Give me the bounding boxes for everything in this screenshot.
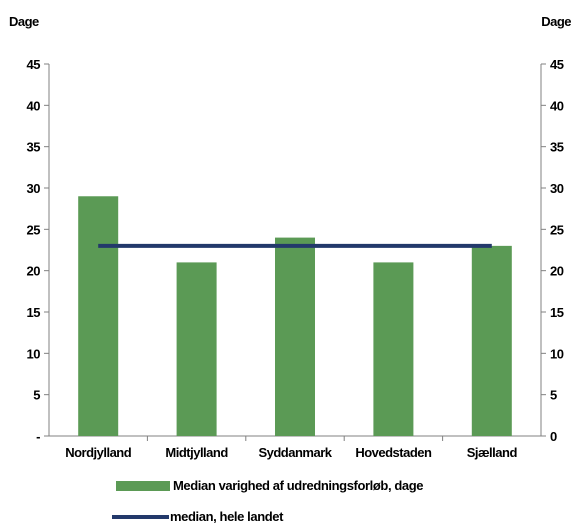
right-y-tick-label: 25 (550, 222, 564, 237)
left-axis-unit-label: Dage (9, 14, 39, 29)
right-y-tick-label: 5 (550, 388, 557, 403)
right-y-tick-label: 15 (550, 305, 564, 320)
bar (471, 245, 512, 436)
left-y-tick-label: 30 (27, 181, 41, 196)
right-y-tick-label: 40 (550, 98, 564, 113)
x-tick-label: Syddanmark (258, 445, 332, 460)
right-axis-unit-label: Dage (541, 14, 571, 29)
left-y-tick-label: - (36, 429, 40, 444)
legend-line-swatch (112, 514, 169, 519)
legend-item-line: median, hele landet (112, 509, 283, 524)
legend-label-bars: Median varighed af udredningsforløb, dag… (173, 478, 424, 493)
bar (78, 196, 119, 436)
left-y-tick-label: 15 (27, 305, 41, 320)
right-y-tick-label: 20 (550, 264, 564, 279)
left-y-tick-label: 35 (27, 140, 41, 155)
right-y-tick-label: 30 (550, 181, 564, 196)
x-tick-label: Sjælland (467, 445, 518, 460)
left-y-tick-label: 25 (27, 222, 41, 237)
x-tick-label: Hovedstaden (355, 445, 432, 460)
legend-bar-swatch (116, 480, 170, 491)
left-y-tick-label: 40 (27, 98, 41, 113)
right-y-tick-label: 0 (550, 429, 557, 444)
right-y-tick-label: 10 (550, 346, 564, 361)
right-y-tick-label: 45 (550, 57, 564, 72)
bar (176, 262, 217, 436)
x-tick-label: Midtjylland (165, 445, 228, 460)
left-y-tick-label: 10 (27, 346, 41, 361)
left-y-tick-label: 45 (27, 57, 41, 72)
legend-item-bars: Median varighed af udredningsforløb, dag… (116, 478, 424, 493)
legend-label-line: median, hele landet (170, 509, 284, 524)
left-y-tick-label: 20 (27, 264, 41, 279)
right-y-tick-label: 35 (550, 140, 564, 155)
bar-chart: - 0 5 5 10 10 15 15 20 20 25 25 30 30 35 35 40 40 45 45 Nord… (27, 57, 565, 460)
left-y-tick-label: 5 (33, 388, 40, 403)
x-tick-label: Nordjylland (65, 445, 132, 460)
bar (275, 237, 315, 436)
bar (373, 262, 414, 436)
